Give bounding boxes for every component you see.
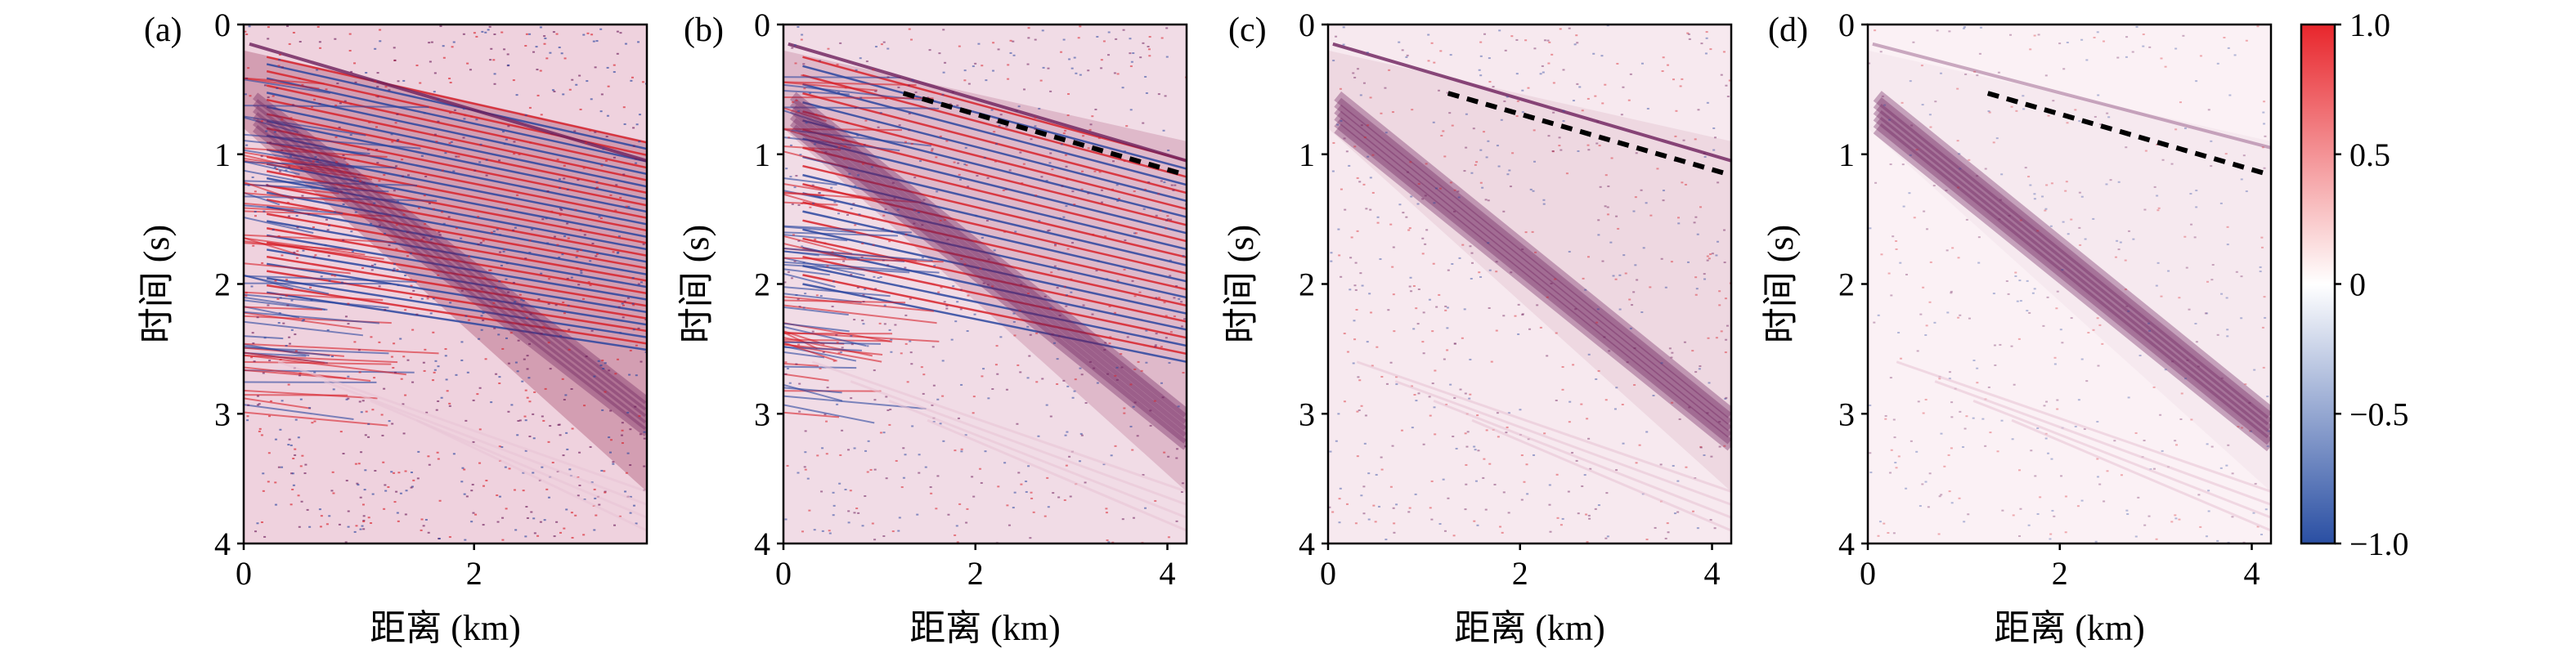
y-tick-label: 2 xyxy=(1299,266,1315,303)
x-axis-label: 距离 (km) xyxy=(1994,608,2145,648)
panel-label: (c) xyxy=(1228,11,1267,49)
y-tick-label: 4 xyxy=(754,526,770,562)
dashed-annotation-line xyxy=(1447,91,1727,177)
x-tick-label: 0 xyxy=(1860,555,1876,592)
colorbar-tick-label: 0 xyxy=(2349,266,2366,303)
y-tick-label: 0 xyxy=(1838,7,1855,43)
x-tick-label: 0 xyxy=(1320,555,1336,592)
x-tick-label: 0 xyxy=(775,555,792,592)
y-tick-label: 3 xyxy=(214,396,231,432)
y-tick-label: 1 xyxy=(214,136,231,173)
panel-label: (b) xyxy=(684,11,724,49)
y-tick-label: 1 xyxy=(1838,136,1855,173)
x-tick-label: 4 xyxy=(2244,555,2260,592)
y-tick-label: 4 xyxy=(214,526,231,562)
y-tick-label: 4 xyxy=(1299,526,1315,562)
y-axis-label: 时间 (s) xyxy=(1761,225,1801,343)
seismic-heatmap xyxy=(1328,25,1731,543)
colorbar-tick-label: 1.0 xyxy=(2349,7,2390,43)
seismic-heatmap xyxy=(783,25,1187,543)
colorbar-gradient xyxy=(2300,23,2336,545)
x-tick-label: 4 xyxy=(1704,555,1721,592)
x-tick-label: 2 xyxy=(2052,555,2068,592)
y-tick-label: 0 xyxy=(1299,7,1315,43)
x-tick-label: 4 xyxy=(1160,555,1176,592)
y-tick-label: 3 xyxy=(754,396,770,432)
y-tick-label: 4 xyxy=(1838,526,1855,562)
dashed-annotation-line xyxy=(1986,91,2267,177)
x-tick-label: 2 xyxy=(1512,555,1528,592)
y-tick-label: 3 xyxy=(1838,396,1855,432)
panel-label: (a) xyxy=(144,11,182,49)
panel-label: (d) xyxy=(1768,11,1808,49)
y-tick-label: 2 xyxy=(754,266,770,303)
y-axis-label: 时间 (s) xyxy=(676,225,716,343)
y-axis-label: 时间 (s) xyxy=(1221,225,1261,343)
x-axis-label: 距离 (km) xyxy=(1454,608,1605,648)
seismic-heatmap xyxy=(244,25,647,543)
x-tick-label: 0 xyxy=(236,555,252,592)
colorbar-tick-label: −0.5 xyxy=(2349,396,2409,432)
colorbar-tick-label: 0.5 xyxy=(2349,136,2390,173)
seismic-heatmap xyxy=(1868,25,2271,543)
y-tick-label: 2 xyxy=(214,266,231,303)
y-tick-label: 0 xyxy=(214,7,231,43)
y-tick-label: 1 xyxy=(1299,136,1315,173)
y-axis-label: 时间 (s) xyxy=(137,225,177,343)
dashed-annotation-line xyxy=(902,91,1183,177)
x-tick-label: 2 xyxy=(967,555,984,592)
y-tick-label: 1 xyxy=(754,136,770,173)
x-axis-label: 距离 (km) xyxy=(370,608,521,648)
colorbar: 1.0 0.5 0 −0.5 −1.0 xyxy=(2300,7,2409,562)
x-axis-label: 距离 (km) xyxy=(909,608,1061,648)
y-tick-label: 2 xyxy=(1838,266,1855,303)
x-tick-label: 2 xyxy=(466,555,482,592)
y-tick-label: 3 xyxy=(1299,396,1315,432)
colorbar-tick-label: −1.0 xyxy=(2349,526,2409,562)
y-tick-label: 0 xyxy=(754,7,770,43)
